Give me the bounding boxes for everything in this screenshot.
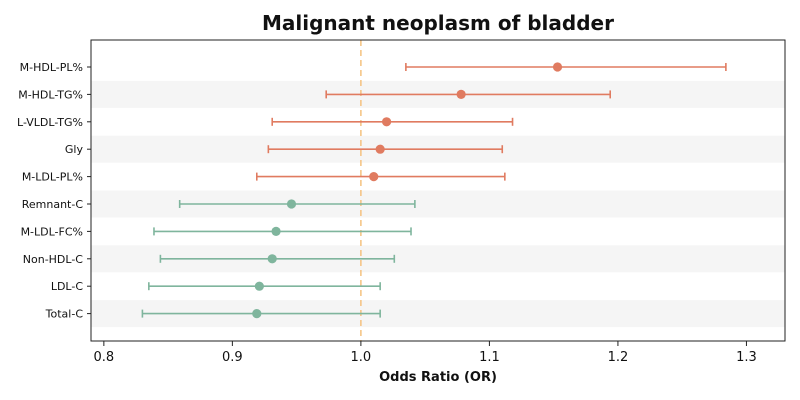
x-tick-label: 1.0 <box>351 350 372 365</box>
x-tick-label: 1.1 <box>479 350 500 365</box>
y-tick-label: Remnant-C <box>22 198 84 211</box>
y-tick-label: M-LDL-PL% <box>22 171 83 184</box>
x-tick-label: 1.3 <box>736 350 757 365</box>
odds-ratio-point <box>254 281 264 291</box>
odds-ratio-point <box>369 172 379 182</box>
x-axis-label: Odds Ratio (OR) <box>379 370 497 385</box>
x-tick-label: 0.9 <box>222 350 243 365</box>
odds-ratio-point <box>267 254 277 264</box>
odds-ratio-point <box>375 144 385 154</box>
chart-title: Malignant neoplasm of bladder <box>262 11 614 35</box>
odds-ratio-point <box>286 199 297 209</box>
y-axis: M-HDL-PL% M-HDL-TG% L-VLDL-TG% Gly M-LDL-PL%… <box>17 61 91 321</box>
y-tick-label: L-VLDL-TG% <box>17 116 83 129</box>
x-axis: 0.8 0.9 1.0 1.1 1.2 1.3 <box>94 341 757 365</box>
odds-ratio-point <box>271 226 281 236</box>
odds-ratio-point <box>552 62 563 72</box>
y-tick-label: M-HDL-TG% <box>18 88 83 101</box>
y-tick-label: Non-HDL-C <box>23 253 84 266</box>
odds-ratio-point <box>252 309 262 319</box>
y-tick-label: M-LDL-FC% <box>21 225 83 238</box>
plot-frame <box>90 39 786 342</box>
x-tick-label: 0.8 <box>94 350 115 365</box>
y-tick-label: M-HDL-PL% <box>20 61 83 74</box>
odds-ratio-point <box>456 89 466 99</box>
odds-ratio-point <box>381 117 392 127</box>
x-tick-label: 1.2 <box>608 350 629 365</box>
y-tick-label: Gly <box>65 143 84 156</box>
chart-marks <box>141 62 727 319</box>
y-tick-label: Total-C <box>45 308 84 321</box>
y-tick-label: LDL-C <box>51 280 84 293</box>
